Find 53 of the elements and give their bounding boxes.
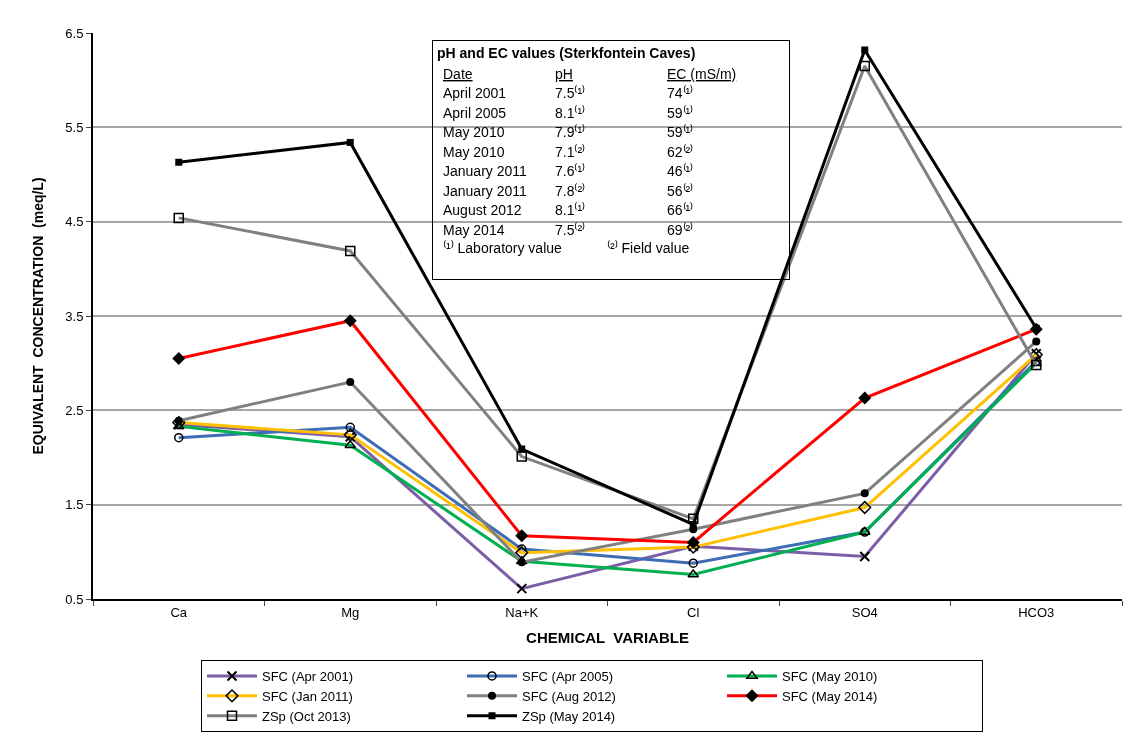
legend-label: SFC (Apr 2005) xyxy=(522,669,614,685)
annotation: May 2010 xyxy=(443,124,505,140)
annotation: 7.5⁽¹⁾ xyxy=(555,85,586,101)
x-tick-label: HCO3 xyxy=(1018,604,1055,620)
x-tick-label: Mg xyxy=(341,604,360,620)
y-tick-label: 0.5 xyxy=(65,591,84,607)
annotation: 59⁽¹⁾ xyxy=(667,124,694,140)
annotation: 7.8⁽²⁾ xyxy=(555,183,586,199)
annotation: August 2012 xyxy=(443,202,522,218)
legend-label: ZSp (May 2014) xyxy=(522,708,616,724)
legend-label: SFC (May 2014) xyxy=(782,688,878,704)
x-axis-title: CHEMICAL VARIABLE xyxy=(526,629,689,647)
y-tick-label: 3.5 xyxy=(65,308,84,324)
annotation: April 2001 xyxy=(443,85,507,101)
annotation: 62⁽²⁾ xyxy=(667,144,694,160)
annotation: pH and EC values (Sterkfontein Caves) xyxy=(437,45,696,61)
annotation: pH xyxy=(555,66,573,82)
annotation: January 2011 xyxy=(443,183,528,199)
annotation: May 2010 xyxy=(443,144,505,160)
annotation: 56⁽²⁾ xyxy=(667,183,694,199)
annotation: 7.9⁽¹⁾ xyxy=(555,124,586,140)
annotation: 46⁽¹⁾ xyxy=(667,163,694,179)
annotation: EC (mS/m) xyxy=(667,66,737,82)
x-tick-label: SO4 xyxy=(851,604,878,620)
annotation: 74⁽¹⁾ xyxy=(667,85,694,101)
annotation: 7.1⁽²⁾ xyxy=(555,144,586,160)
annotation: 8.1⁽¹⁾ xyxy=(555,202,586,218)
y-axis-title: EQUIVALENT CONCENTRATION (meq/L) xyxy=(30,177,47,455)
legend-label: SFC (Apr 2001) xyxy=(262,669,354,685)
legend-label: SFC (May 2010) xyxy=(782,669,878,685)
annotation: 7.5⁽²⁾ xyxy=(555,222,586,238)
legend-label: ZSp (Oct 2013) xyxy=(262,708,351,724)
annotation: Date xyxy=(443,66,473,82)
x-tick-label: Ca xyxy=(170,604,188,620)
annotation: ⁽¹⁾ Laboratory value xyxy=(443,240,563,256)
legend-label: SFC (Aug 2012) xyxy=(522,688,616,704)
annotation: January 2011 xyxy=(443,163,528,179)
annotation: 69⁽²⁾ xyxy=(667,222,694,238)
y-tick-label: 4.5 xyxy=(65,214,84,230)
x-tick-label: Cl xyxy=(687,604,700,620)
annotation: 8.1⁽¹⁾ xyxy=(555,105,586,121)
x-tick-label: Na+K xyxy=(505,604,539,620)
annotation: ⁽²⁾ Field value xyxy=(607,240,690,256)
y-tick-label: 1.5 xyxy=(65,497,84,513)
legend-label: SFC (Jan 2011) xyxy=(262,688,353,704)
annotation: April 2005 xyxy=(443,105,507,121)
y-tick-label: 6.5 xyxy=(65,25,84,41)
annotation: 66⁽¹⁾ xyxy=(667,202,694,218)
y-tick-label: 2.5 xyxy=(65,402,84,418)
annotation: 7.6⁽¹⁾ xyxy=(555,163,586,179)
y-tick-label: 5.5 xyxy=(65,119,84,135)
annotation: May 2014 xyxy=(443,222,505,238)
annotation: 59⁽¹⁾ xyxy=(667,105,694,121)
